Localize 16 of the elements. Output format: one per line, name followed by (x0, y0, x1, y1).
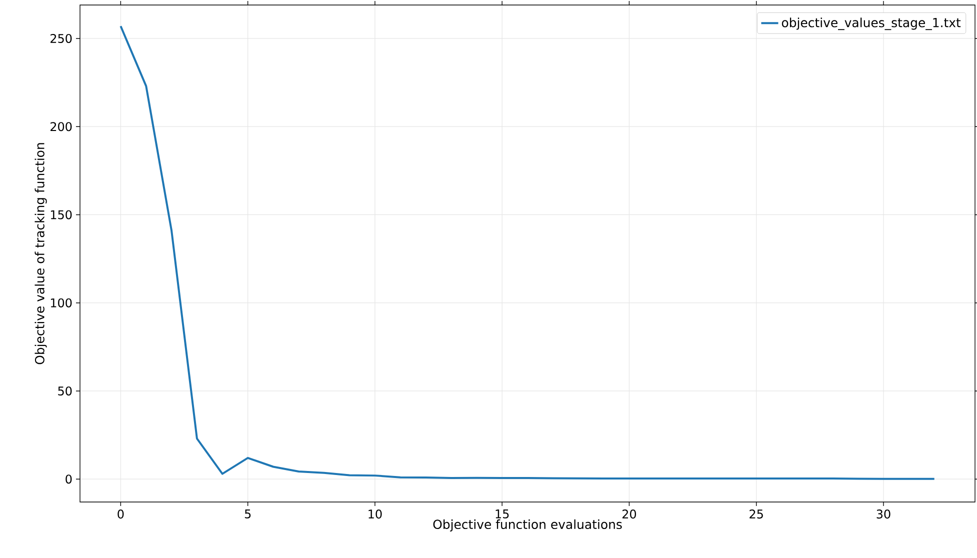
x-tick-label: 20 (622, 510, 636, 519)
y-tick-label: 200 (50, 122, 72, 132)
x-tick-label: 15 (496, 510, 509, 518)
x-tick-label: 0 (118, 510, 124, 519)
y-tick-label: 100 (50, 298, 72, 308)
x-tick-label: 25 (750, 510, 763, 519)
y-tick-label: 250 (50, 34, 72, 44)
y-tick-label: 0 (66, 474, 72, 484)
legend-label: objective_values_stage_1.txt (782, 18, 961, 30)
x-tick-label: 10 (368, 510, 382, 519)
x-tick-label: 5 (244, 510, 251, 518)
x-axis-title: Objective function evaluations (433, 519, 622, 532)
y-axis-title: Objective value of tracking function (34, 143, 47, 364)
y-tick-label: 150 (50, 210, 72, 220)
y-tick-label: 50 (58, 386, 72, 396)
x-tick-label: 30 (876, 510, 890, 519)
